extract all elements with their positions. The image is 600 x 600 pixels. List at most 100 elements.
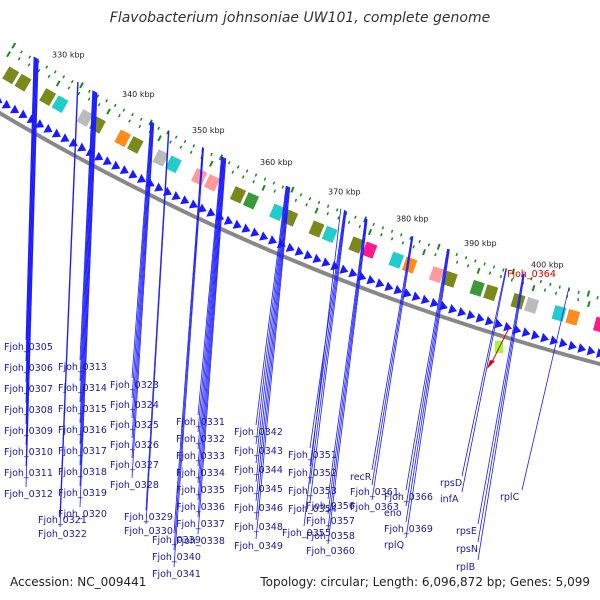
outer-tick: [37, 68, 41, 73]
gene-label: Fjoh_0339: [152, 535, 201, 546]
gene-label: Fjoh_0355: [282, 528, 331, 539]
gene-leader-line: [197, 156, 222, 416]
gene-leader-line: [25, 57, 37, 404]
outer-tick: [261, 184, 266, 191]
outer-tick: [87, 97, 91, 101]
outer-tick: [412, 245, 415, 249]
gene-leader-line: [197, 156, 223, 433]
inner-tick: [113, 103, 117, 108]
gene-leader-line: [145, 130, 170, 525]
highlighted-gene-marker[interactable]: Fjoh_0364: [487, 269, 556, 369]
outer-tick: [157, 135, 162, 142]
gene-leader-line: [371, 236, 414, 501]
cds-arrow: [250, 227, 260, 237]
gene-leader-line: [79, 91, 95, 424]
gene-label: Fjoh_0308: [4, 405, 53, 416]
gene-label-layer: Fjoh_0305 Fjoh_0306 Fjoh_0307 Fjoh_0308 Fjoh…: [4, 342, 520, 580]
gene-label: rplC: [500, 492, 520, 503]
inner-tick: [19, 50, 23, 54]
inner-tick: [272, 181, 276, 185]
outer-tick: [189, 150, 193, 155]
gene-leader-line: [405, 248, 449, 507]
highlighted-gene-arrowhead: [487, 360, 495, 369]
inner-tick: [105, 99, 108, 103]
outer-tick: [305, 203, 308, 207]
gene-leader-line: [477, 273, 525, 543]
inner-tick: [577, 290, 580, 295]
cog-feature-block: [524, 297, 540, 314]
inner-tick: [549, 282, 552, 287]
inner-tick: [227, 161, 231, 165]
inner-tick: [436, 243, 441, 250]
gene-leader-line: [173, 147, 203, 534]
cds-arrow: [43, 123, 53, 133]
gene-leader-line: [461, 268, 507, 477]
gene-label: Fjoh_0307: [4, 384, 53, 395]
inner-tick: [218, 154, 224, 161]
kbp-scale-label: 360 kbp: [260, 158, 293, 167]
gene-label: Fjoh_0363: [350, 502, 399, 513]
genome-title: Flavobacterium johnsoniae UW101, complet…: [109, 10, 491, 26]
outer-tick: [252, 180, 256, 184]
gene-label: Fjoh_0335: [176, 485, 225, 496]
inner-tick: [96, 94, 100, 98]
cds-arrow: [60, 133, 70, 143]
kbp-scale-labels: 330 kbp 340 kbp 350 kbp 360 kbp 370 kbp 380 k…: [52, 51, 564, 270]
inner-tick: [568, 288, 571, 292]
cog-feature-block: [152, 149, 169, 167]
cds-arrow: [475, 313, 485, 323]
genome-backbone: [0, 110, 600, 367]
gene-label: Fjoh_0351: [288, 450, 337, 461]
gene-leader-line: [59, 81, 78, 514]
inner-tick: [483, 262, 486, 266]
outer-tick: [476, 267, 481, 275]
cog-feature-block: [2, 66, 20, 85]
outer-tick: [510, 278, 514, 282]
gene-label: Fjoh_0306: [4, 363, 53, 374]
outer-tick: [97, 103, 101, 107]
cds-arrow: [457, 307, 467, 317]
gene-label: Fjoh_0315: [58, 404, 107, 415]
outer-tick: [118, 113, 121, 118]
gene-label: rpsE: [456, 526, 477, 537]
outer-tick: [273, 189, 277, 193]
inner-tick: [381, 226, 385, 230]
outer-tick: [543, 288, 547, 292]
kbp-scale-label: 340 kbp: [122, 90, 155, 99]
cds-arrow: [384, 281, 394, 291]
outer-tick: [55, 80, 61, 87]
gene-leader-line: [25, 59, 39, 488]
kbp-scale-label: 380 kbp: [396, 215, 429, 224]
outer-tick: [326, 211, 330, 216]
outer-tick: [455, 260, 459, 264]
cds-arrow: [259, 231, 269, 241]
inner-tick: [166, 131, 169, 135]
inner-tick: [236, 165, 240, 169]
cds-arrow: [402, 288, 412, 298]
gene-label: Fjoh_0317: [58, 446, 107, 457]
cds-arrow: [466, 310, 476, 320]
inner-tick: [192, 144, 196, 148]
gene-leader-line: [145, 130, 169, 511]
outer-tick: [27, 63, 31, 67]
gene-label: Fjoh_0337: [176, 519, 225, 530]
highlighted-gene-label[interactable]: Fjoh_0364: [507, 269, 556, 280]
cds-arrow: [77, 142, 87, 152]
gene-label: Fjoh_0349: [234, 541, 283, 552]
gene-label: rplB: [456, 562, 475, 573]
cds-arrow: [303, 250, 313, 260]
outer-tick: [294, 198, 298, 202]
gene-leader-line: [25, 58, 38, 467]
gene-label: Fjoh_0313: [58, 362, 107, 373]
gene-label: Fjoh_0336: [176, 502, 225, 513]
gene-leader-line: [131, 122, 155, 479]
kbp-scale-label: 390 kbp: [464, 239, 497, 248]
gene-leader-line: [173, 147, 204, 551]
gene-label: Fjoh_0369: [384, 524, 433, 535]
inner-tick: [79, 82, 84, 89]
cog-feature-block: [388, 251, 405, 269]
gene-label: Fjoh_0341: [152, 569, 201, 580]
outer-tick: [554, 291, 558, 295]
gene-label: Fjoh_0322: [38, 529, 87, 540]
